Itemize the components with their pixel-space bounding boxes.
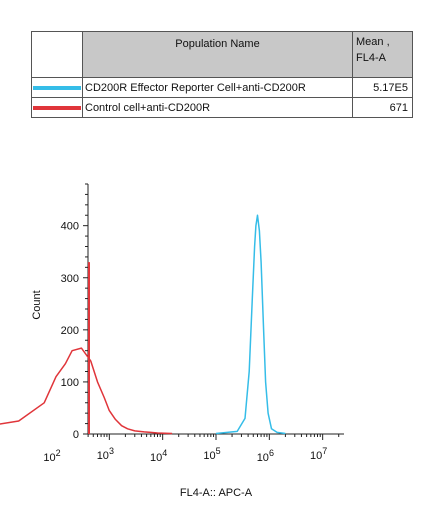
x-tick-label: 106	[257, 448, 274, 464]
legend-header-mean: Mean , FL4-A	[352, 31, 413, 78]
cyan-line-swatch	[33, 85, 81, 90]
control-cell-histogram-line	[0, 347, 173, 435]
legend-row-label: Control cell+anti-CD200R	[82, 97, 353, 118]
x-axis-label: FL4-A:: APC-A	[180, 487, 253, 499]
legend-row-mean: 671	[352, 97, 413, 118]
legend-row-label: CD200R Effector Reporter Cell+anti-CD200…	[82, 77, 353, 98]
x-tick-label: 103	[97, 446, 114, 462]
y-tick-label: 200	[61, 325, 79, 337]
legend-row-mean: 5.17E5	[352, 77, 413, 98]
legend-header-mean-line1: Mean ,	[356, 36, 390, 48]
x-tick-label: 102	[43, 448, 60, 464]
y-tick-label: 300	[61, 273, 79, 285]
y-tick-label: 400	[61, 221, 79, 233]
axes-layer: 0 100 200 300 400 102 103 104 105 106 107	[43, 183, 344, 464]
legend-header-swatch-cell	[31, 31, 83, 78]
legend-row: CD200R Effector Reporter Cell+anti-CD200…	[31, 77, 413, 98]
population-legend-table: Population Name Mean , FL4-A CD200R Effe…	[31, 31, 413, 118]
x-tick-label: 107	[310, 446, 327, 462]
red-line-swatch	[33, 105, 81, 110]
x-tick-label: 105	[203, 446, 220, 462]
y-tick-label: 0	[73, 429, 79, 441]
series-layer	[0, 214, 286, 435]
y-tick-label: 100	[61, 377, 79, 389]
x-tick-label: 104	[150, 448, 167, 464]
effector-reporter-histogram-line	[215, 214, 286, 435]
legend-row: Control cell+anti-CD200R 671	[31, 97, 413, 118]
y-axis-label: Count	[31, 290, 43, 319]
legend-header-mean-line2: FL4-A	[356, 52, 386, 64]
